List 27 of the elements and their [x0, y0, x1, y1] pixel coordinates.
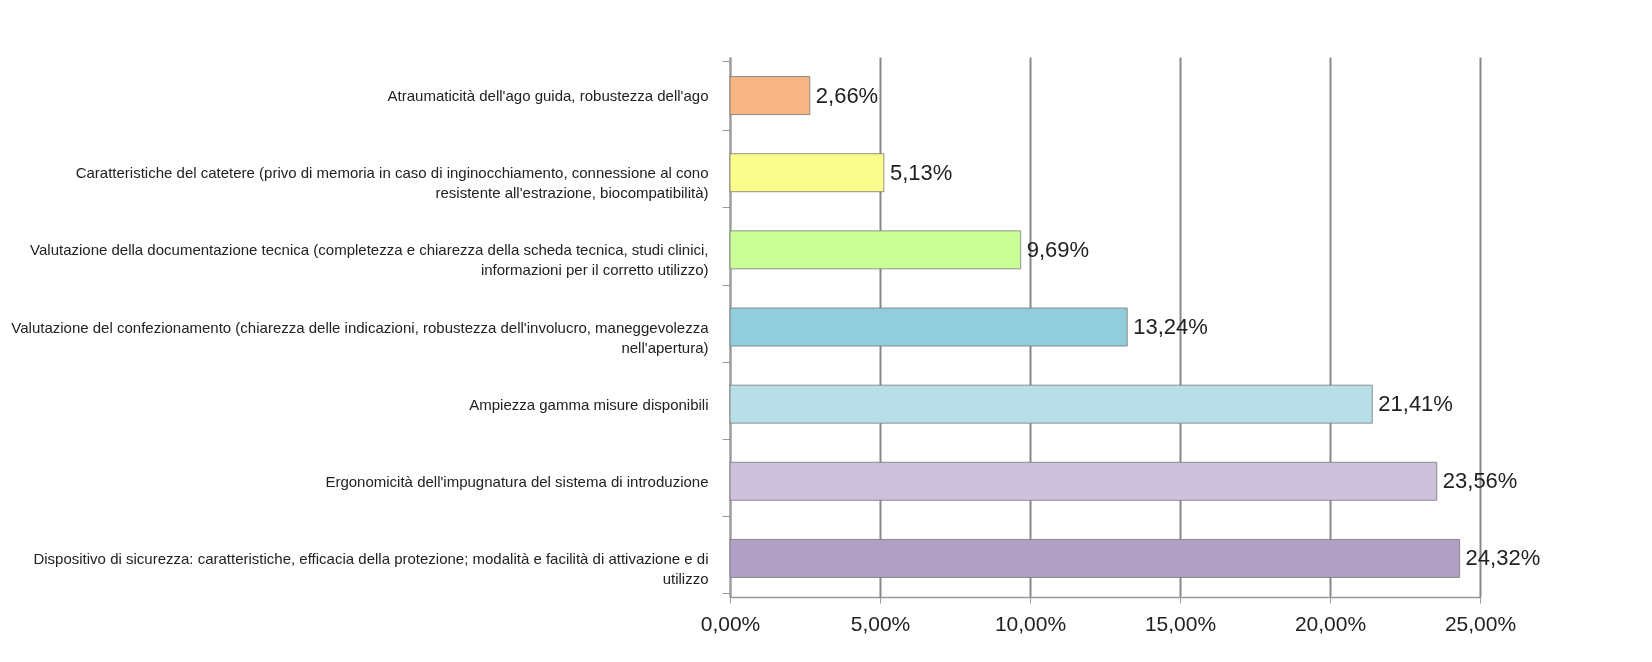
- bar: [729, 153, 885, 193]
- y-tick-label: Atraumaticità dell'ago guida, robustezza dell'ago: [387, 87, 709, 105]
- x-tick-label: 20,00%: [1294, 611, 1367, 635]
- data-label: 24,32%: [1465, 545, 1541, 571]
- x-tick-label: 10,00%: [994, 611, 1067, 635]
- y-tick-label: Valutazione del confezionamento (chiarezza delle indicazioni, robustezza dell'involucro, maneggevolezza nell'apertura): [11, 318, 710, 356]
- y-tick-label: Dispositivo di sicurezza: caratteristiche, efficacia della protezione; modalità e facilità di attivazione e di utilizzo: [33, 549, 709, 587]
- bar: [729, 76, 811, 115]
- y-tick-label: Ampiezza gamma misure disponibili: [469, 395, 709, 413]
- data-label: 13,24%: [1133, 314, 1208, 339]
- data-label: 23,56%: [1442, 468, 1518, 494]
- bar: [729, 539, 1460, 578]
- bar: [729, 307, 1128, 347]
- x-tick-label: 15,00%: [1144, 611, 1217, 635]
- y-tick-label: Caratteristiche del catetere (privo di memoria in caso di inginocchiamento, connessione al cono resistente all'estrazione, biocompatibilità): [75, 164, 709, 202]
- bar: [729, 461, 1438, 501]
- y-tick-label: Valutazione della documentazione tecnica (completezza e chiarezza della scheda tecnica, studi clinici, informazioni per il corretto utilizzo): [30, 241, 709, 279]
- bar: [729, 384, 1373, 424]
- x-tick-label: 5,00%: [850, 611, 911, 635]
- y-tick-label: Ergonomicità dell'impugnatura del sistema di introduzione: [325, 472, 709, 490]
- x-tick-label: 25,00%: [1444, 611, 1517, 635]
- x-tick-label: 0,00%: [700, 611, 761, 635]
- data-label: 9,69%: [1026, 236, 1090, 262]
- data-label: 2,66%: [815, 82, 879, 108]
- data-label: 21,41%: [1378, 391, 1453, 417]
- data-label: 5,13%: [889, 159, 953, 185]
- bar: [729, 230, 1022, 270]
